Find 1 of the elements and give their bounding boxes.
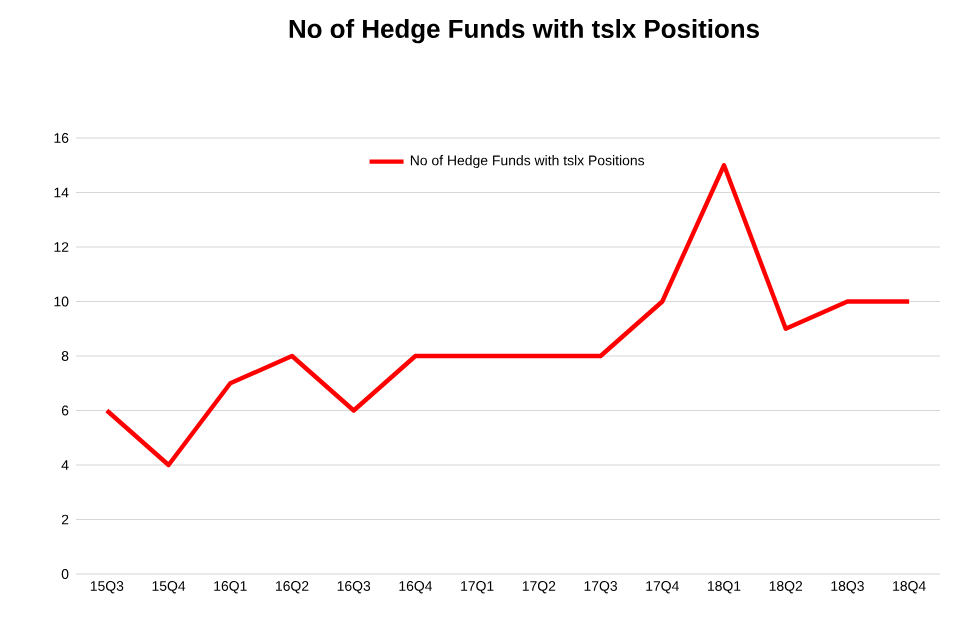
chart-title: No of Hedge Funds with tslx Positions	[289, 19, 759, 44]
